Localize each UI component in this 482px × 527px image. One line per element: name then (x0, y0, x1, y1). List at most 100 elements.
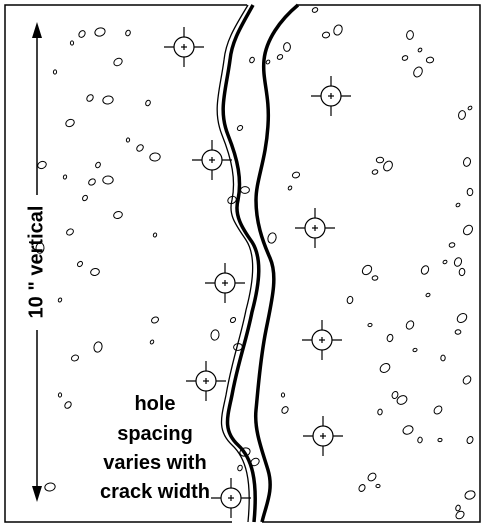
pebble (283, 42, 291, 52)
frame-right (262, 4, 481, 523)
pebble (413, 66, 423, 78)
hole (185, 360, 227, 402)
pebble (405, 320, 415, 330)
pebble (442, 259, 448, 265)
pebble (210, 329, 220, 341)
pebble (391, 390, 399, 400)
crack-left (221, 4, 261, 523)
pebble (276, 54, 284, 60)
pebble (417, 47, 423, 53)
pebble (149, 339, 155, 345)
pebble (467, 105, 473, 111)
pebble (62, 174, 68, 180)
pebble (280, 392, 286, 398)
pebble (371, 275, 379, 281)
pebble (35, 242, 45, 254)
pebble (57, 297, 63, 303)
pebble (52, 69, 58, 75)
pebble (425, 56, 435, 64)
pebble (152, 232, 158, 238)
pebble (249, 56, 255, 64)
pebble (145, 99, 151, 107)
pebble (88, 178, 96, 186)
pebble (377, 408, 383, 416)
pebble (70, 354, 80, 362)
pebble (239, 447, 251, 457)
arrowhead (32, 486, 42, 502)
pebble (401, 55, 409, 61)
pebble (462, 157, 472, 167)
pebble (466, 187, 474, 197)
note-line: spacing (117, 423, 193, 445)
hole (310, 75, 352, 117)
pebble (379, 363, 391, 373)
pebble (136, 144, 144, 152)
pebble (291, 171, 301, 179)
pebble (462, 375, 472, 385)
pebble (406, 30, 414, 40)
pebble (267, 232, 277, 244)
pebble (367, 322, 373, 328)
pebble (448, 242, 456, 248)
pebble (113, 211, 123, 219)
frame-left (4, 4, 247, 523)
pebble (95, 161, 101, 169)
pebble (311, 7, 319, 13)
pebble (396, 395, 408, 405)
pebble (458, 110, 466, 120)
hole (210, 477, 252, 519)
pebble (113, 57, 123, 67)
pebble (66, 228, 74, 236)
hole (301, 319, 343, 361)
pebble (265, 59, 271, 65)
pebble (361, 264, 373, 276)
pebble (237, 464, 243, 472)
pebble (90, 268, 100, 276)
dimension-label: 10 " vertical (25, 206, 47, 319)
hole (302, 415, 344, 457)
pebble (149, 152, 161, 162)
pebble (371, 169, 379, 175)
aggregate (35, 7, 476, 520)
pebble (57, 392, 63, 398)
hole (163, 26, 205, 68)
arrowhead (32, 22, 42, 38)
crack-right (253, 3, 300, 523)
pebble (375, 156, 385, 164)
pebble (425, 292, 431, 298)
pebble (233, 343, 243, 351)
pebble (78, 30, 86, 38)
pebble (321, 31, 331, 39)
hole (294, 207, 336, 249)
pebble (437, 437, 443, 443)
pebble (86, 94, 94, 102)
pebble (455, 510, 465, 520)
pebble (44, 482, 56, 492)
pebble (65, 118, 75, 128)
pebble (383, 160, 393, 172)
pebble (412, 347, 418, 353)
pebble (386, 333, 394, 343)
pebble (281, 406, 289, 414)
pebble (240, 186, 250, 194)
pebble (102, 175, 114, 185)
pebble (456, 312, 468, 324)
pebble (250, 457, 260, 467)
pebble (464, 490, 476, 500)
pebble (346, 295, 354, 305)
pebble (94, 27, 106, 37)
pebble (417, 436, 423, 444)
pebble (367, 472, 377, 482)
pebble (125, 29, 131, 37)
pebble (227, 195, 237, 205)
pebble (454, 329, 462, 335)
pebble (37, 160, 47, 170)
pebble (433, 405, 443, 415)
note-line: hole (134, 393, 175, 415)
pebble (462, 224, 474, 236)
pebble (458, 267, 466, 277)
pebble (64, 401, 72, 409)
pebble (333, 24, 343, 36)
pebble (93, 341, 103, 353)
